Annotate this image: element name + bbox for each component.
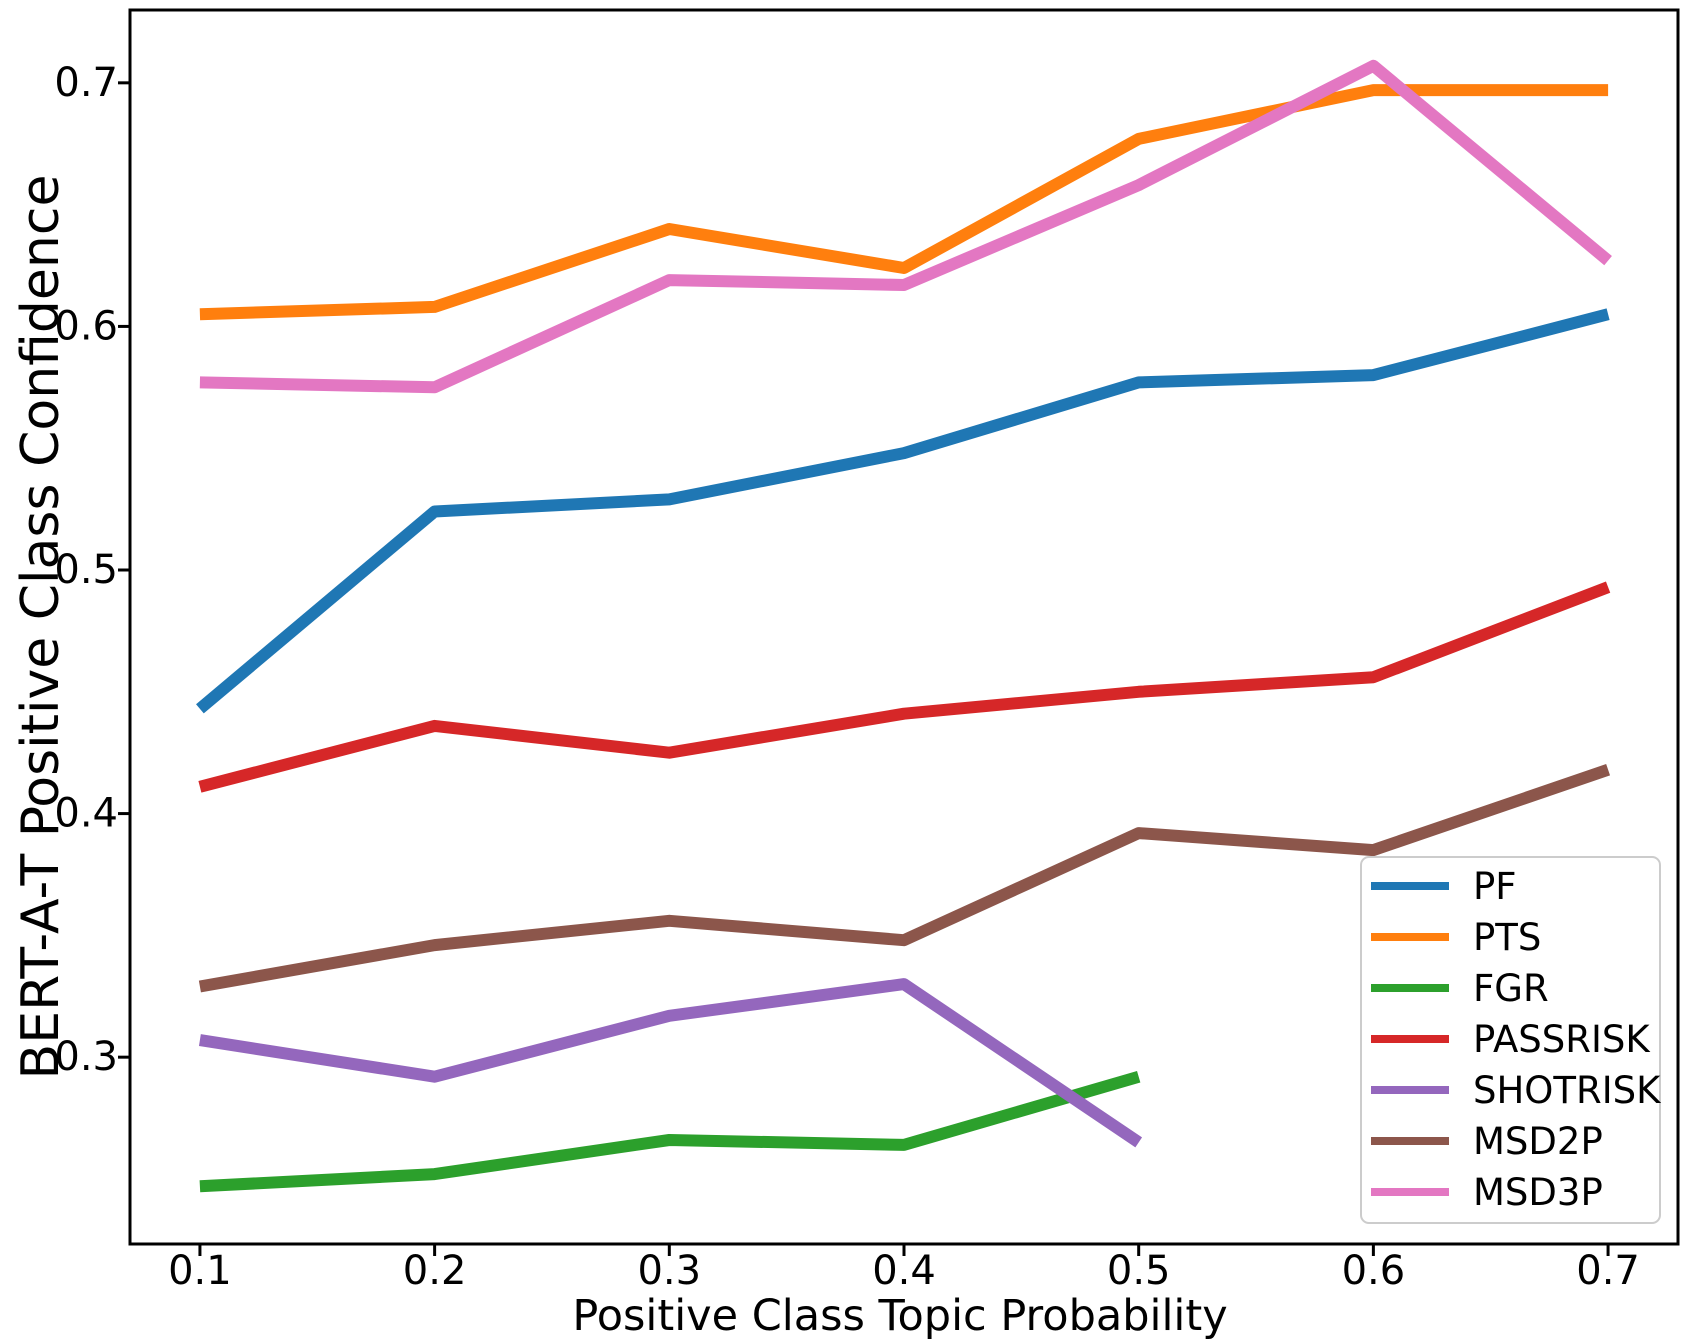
axes: 0.1 0.2 0.3 0.4 0.5 0.6 0.7 0.3 0.4 0.5 0.6 0.7 xyxy=(54,8,1680,1294)
y-tick-label-0.7: 0.7 xyxy=(54,60,118,106)
series-line-passrisk xyxy=(198,581,1611,793)
x-tick-label-0.7: 0.7 xyxy=(1576,1248,1640,1294)
x-tick-label-0.5: 0.5 xyxy=(1107,1248,1171,1294)
legend-label-pf: PF xyxy=(1473,865,1517,908)
x-tick-label-0.2: 0.2 xyxy=(403,1248,467,1294)
y-tick-label-0.6: 0.6 xyxy=(54,303,118,349)
series-line-shotrisk xyxy=(198,978,1143,1148)
plot-lines xyxy=(196,59,1612,1193)
series-line-msd2p xyxy=(198,764,1611,993)
x-axis-label: Positive Class Topic Probability xyxy=(572,1291,1227,1341)
y-tick-label-0.3: 0.3 xyxy=(54,1034,118,1080)
series-line-msd3p xyxy=(199,59,1612,394)
series-line-pf xyxy=(196,308,1610,714)
series-line-fgr xyxy=(199,1070,1141,1193)
series-line-pts xyxy=(199,84,1609,321)
x-tick-label-0.4: 0.4 xyxy=(872,1248,936,1294)
y-axis-label: BERT-A-T Positive Class Confidence xyxy=(11,175,71,1080)
x-tick-label-0.1: 0.1 xyxy=(168,1248,232,1294)
legend-label-pts: PTS xyxy=(1473,916,1541,959)
x-tick-label-0.6: 0.6 xyxy=(1342,1248,1406,1294)
legend-label-msd2p: MSD2P xyxy=(1473,1120,1603,1163)
legend-box xyxy=(1360,856,1661,1224)
legend-label-passrisk: PASSRISK xyxy=(1473,1018,1651,1061)
legend-label-msd3p: MSD3P xyxy=(1473,1171,1603,1214)
legend-label-fgr: FGR xyxy=(1473,967,1549,1010)
legend-label-shotrisk: SHOTRISK xyxy=(1473,1069,1662,1112)
y-tick-label-0.5: 0.5 xyxy=(54,547,118,593)
legend: PF PTS FGR PASSRISK SHOTRISK MSD2P MSD3P xyxy=(1360,856,1662,1224)
x-tick-label-0.3: 0.3 xyxy=(637,1248,701,1294)
y-tick-label-0.4: 0.4 xyxy=(54,791,118,837)
